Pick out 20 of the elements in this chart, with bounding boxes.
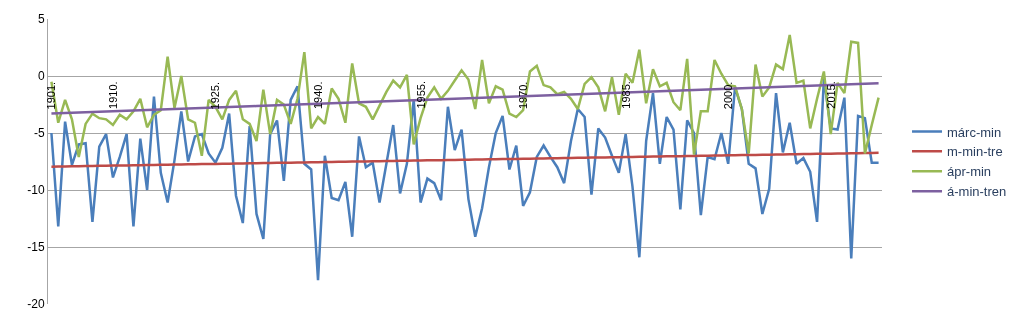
x-tick-label: 1970. [517,81,530,110]
x-tick-label: 1901. [45,81,58,110]
x-tick-label: 1985. [619,81,632,109]
x-tick-label: 2000. [722,81,735,110]
x-tick-label: 1925. [209,81,222,110]
y-tick-label: -20 [27,297,45,312]
y-tick-label: -5 [33,126,45,141]
y-tick-label: 0 [37,69,45,84]
line-series [50,151,880,168]
x-tick-label: 1955. [414,81,427,109]
legend-label: márc-min [947,124,1002,140]
legend-label: m-min-tre [947,144,1003,160]
x-tick-label: 1940. [312,81,325,110]
y-tick-label: 5 [37,12,45,27]
x-tick-label: 2015. [824,81,837,109]
y-tick-label: -15 [27,240,45,255]
legend-label: á-min-tren [947,184,1007,200]
legend-label: ápr-min [947,164,992,180]
x-tick-label: 1910. [106,81,119,109]
y-tick-label: -10 [27,183,45,198]
